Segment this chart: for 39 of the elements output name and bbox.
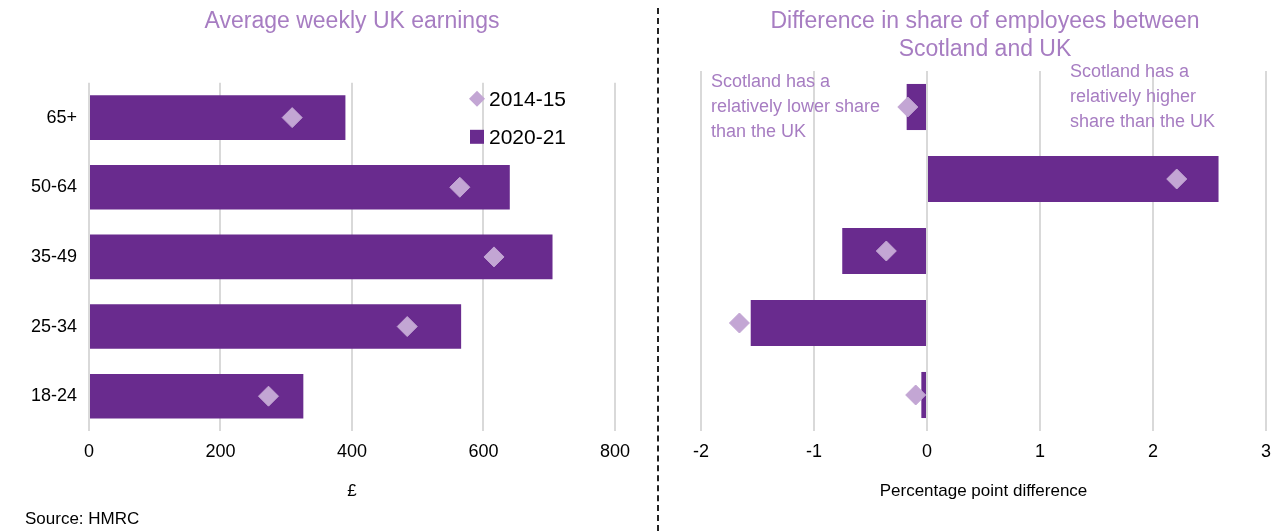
point <box>449 176 471 198</box>
x-tick-label: 800 <box>599 440 631 461</box>
y-tick-label: 35-49 <box>30 245 77 266</box>
x-tick-label: 400 <box>336 440 368 461</box>
point <box>905 384 927 406</box>
annotation: Scotland has a relatively higher share than the UK <box>1069 60 1216 131</box>
annotation: Scotland has a relatively lower share than the UK <box>711 70 881 141</box>
point <box>483 246 505 268</box>
y-tick-label: 18-24 <box>30 385 77 406</box>
x-tick-label: 2 <box>1147 440 1158 461</box>
bar <box>90 373 304 419</box>
bar <box>90 164 510 210</box>
chart-title: Average weekly UK earnings <box>203 6 501 34</box>
x-axis-title: £ <box>347 481 358 501</box>
bar <box>90 95 346 140</box>
point <box>897 96 919 118</box>
legend-label: 2020-21 <box>488 124 567 148</box>
x-tick-label: 0 <box>83 440 95 461</box>
chart-title: Difference in share of employees between Scotland and UK <box>770 6 1200 62</box>
source-note: Source: HMRC <box>25 509 140 529</box>
y-tick-label: 25-34 <box>30 315 77 336</box>
point <box>728 312 750 334</box>
point <box>396 316 418 338</box>
x-tick-label: -1 <box>805 440 823 461</box>
bar <box>90 234 553 280</box>
x-tick-label: 1 <box>1034 440 1045 461</box>
x-tick-label: 0 <box>921 440 933 461</box>
y-tick-label: 50-64 <box>30 176 77 197</box>
x-axis-title: Percentage point difference <box>879 481 1088 501</box>
x-tick-label: -2 <box>692 440 710 461</box>
x-tick-label: 3 <box>1260 440 1271 461</box>
bar <box>90 304 462 349</box>
point <box>257 385 279 407</box>
y-tick-label: 65+ <box>46 106 77 127</box>
legend-label: 2014-15 <box>488 86 567 110</box>
x-tick-label: 200 <box>205 440 236 461</box>
x-tick-label: 600 <box>468 440 499 461</box>
point <box>1166 168 1188 190</box>
point <box>281 107 303 129</box>
